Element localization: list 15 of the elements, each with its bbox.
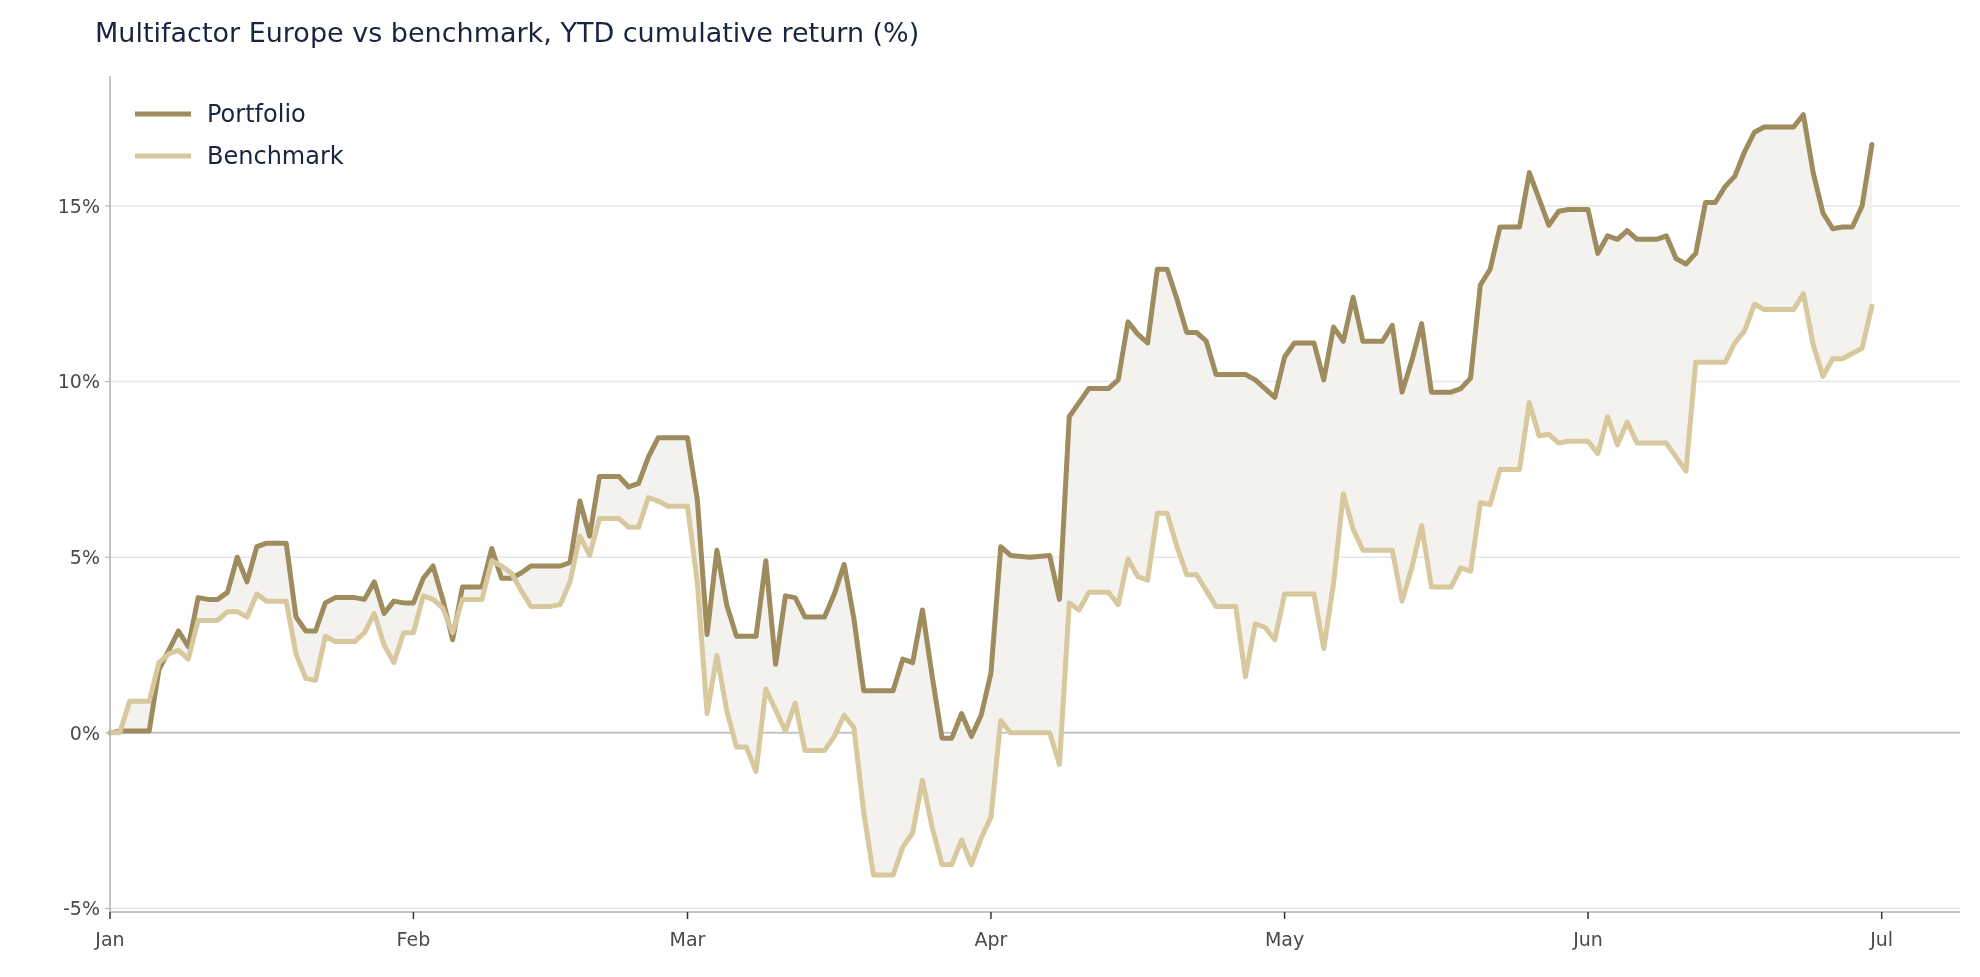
y-tick-label: 0%: [69, 721, 100, 744]
x-tick-label: Mar: [669, 928, 706, 950]
chart-title: Multifactor Europe vs benchmark, YTD cumulative return (%): [95, 17, 920, 48]
legend-label: Portfolio: [207, 100, 306, 129]
x-tick-label: Jul: [1869, 928, 1894, 950]
x-tick-label: May: [1264, 928, 1305, 950]
x-tick-label: Apr: [974, 928, 1008, 950]
y-tick-label: 5%: [69, 545, 100, 568]
y-tick-label: 15%: [57, 194, 100, 217]
y-tick-label: -5%: [63, 897, 100, 920]
x-tick-label: Feb: [396, 928, 431, 950]
x-tick-label: Jun: [1572, 928, 1603, 950]
x-tick-label: Jan: [94, 928, 125, 950]
y-tick-label: 10%: [57, 370, 100, 393]
legend-label: Benchmark: [207, 142, 344, 171]
